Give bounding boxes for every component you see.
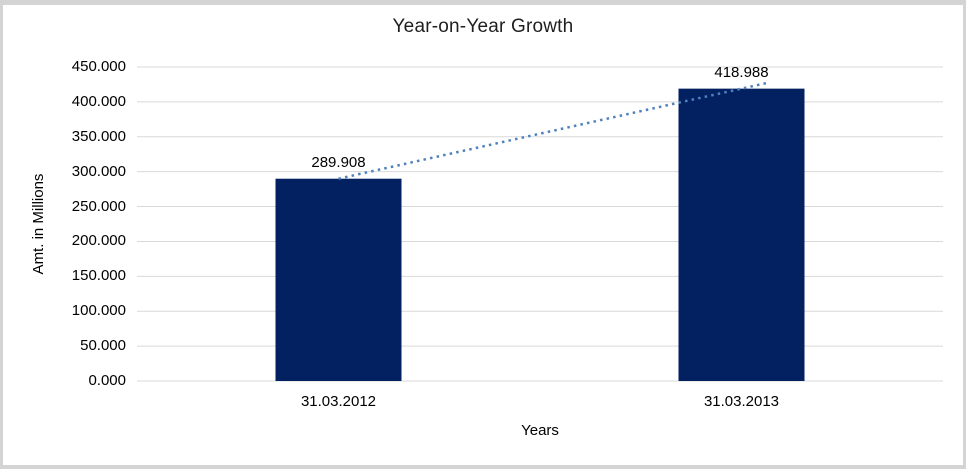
y-tick-label: 400.000 bbox=[71, 92, 126, 110]
y-tick-label: 50.000 bbox=[80, 337, 126, 355]
y-tick-label: 100.000 bbox=[71, 302, 126, 320]
y-tick-label: 350.000 bbox=[71, 127, 126, 145]
chart-title: Year-on-Year Growth bbox=[392, 16, 574, 37]
y-tick-label: 300.000 bbox=[71, 162, 126, 180]
x-tick-label: 31.03.2013 bbox=[703, 393, 780, 410]
y-tick-label: 200.000 bbox=[71, 232, 126, 250]
y-tick-label: 450.000 bbox=[71, 58, 126, 75]
bar-value-label: 418.988 bbox=[714, 63, 769, 81]
bar bbox=[275, 178, 402, 381]
y-tick-label: 150.000 bbox=[71, 267, 126, 285]
y-tick-label: 250.000 bbox=[71, 197, 126, 215]
bar-value-label: 289.908 bbox=[311, 153, 366, 171]
bar bbox=[678, 88, 805, 382]
x-tick-label: 31.03.2012 bbox=[300, 393, 377, 410]
y-tick-label: 0.000 bbox=[88, 372, 126, 389]
x-axis-title: Years bbox=[521, 422, 559, 439]
